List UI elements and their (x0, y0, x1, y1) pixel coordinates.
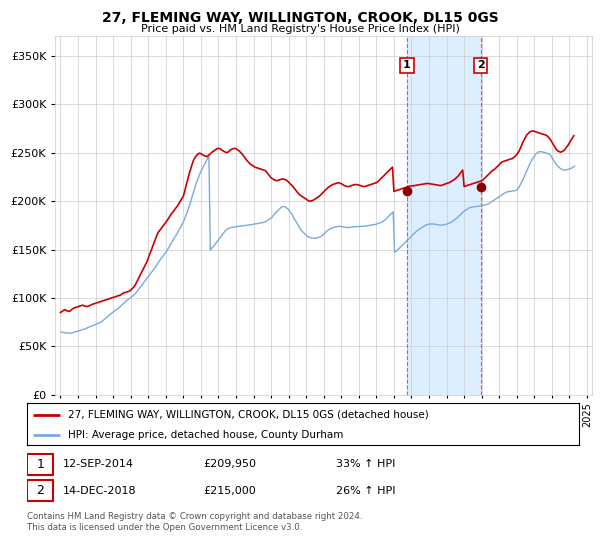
Text: 27, FLEMING WAY, WILLINGTON, CROOK, DL15 0GS: 27, FLEMING WAY, WILLINGTON, CROOK, DL15… (101, 11, 499, 25)
Bar (27, 480, 53, 501)
Text: 26% ↑ HPI: 26% ↑ HPI (336, 486, 395, 496)
Text: Contains HM Land Registry data © Crown copyright and database right 2024.
This d: Contains HM Land Registry data © Crown c… (27, 512, 362, 532)
Bar (27, 454, 53, 475)
Text: 1: 1 (37, 458, 44, 471)
Text: Price paid vs. HM Land Registry's House Price Index (HPI): Price paid vs. HM Land Registry's House … (140, 24, 460, 34)
Text: 27, FLEMING WAY, WILLINGTON, CROOK, DL15 0GS (detached house): 27, FLEMING WAY, WILLINGTON, CROOK, DL15… (68, 410, 429, 420)
Text: 12-SEP-2014: 12-SEP-2014 (63, 459, 134, 469)
Text: £215,000: £215,000 (203, 486, 256, 496)
Text: 2: 2 (37, 484, 44, 497)
Text: 33% ↑ HPI: 33% ↑ HPI (336, 459, 395, 469)
Text: 1: 1 (403, 60, 411, 71)
Bar (407, 36, 481, 395)
Text: £209,950: £209,950 (203, 459, 257, 469)
Text: HPI: Average price, detached house, County Durham: HPI: Average price, detached house, Coun… (68, 430, 344, 440)
Text: 14-DEC-2018: 14-DEC-2018 (63, 486, 137, 496)
Text: 2: 2 (477, 60, 485, 71)
